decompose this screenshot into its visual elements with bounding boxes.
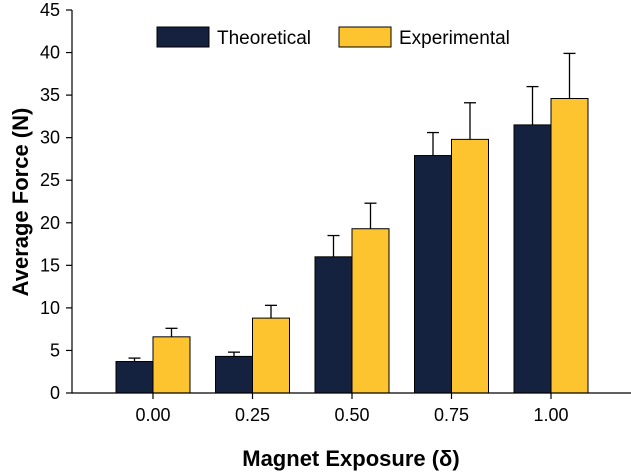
y-tick-label-35: 35 <box>40 85 60 105</box>
bar-experimental-0.00 <box>152 336 191 394</box>
y-tick-label-20: 20 <box>40 213 60 233</box>
legend-swatch-theoretical <box>156 26 210 48</box>
bar-experimental-0.75 <box>451 138 489 394</box>
bar-experimental-0.25 <box>252 317 290 394</box>
y-tick-label-10: 10 <box>40 298 60 318</box>
bar-theoretical-0.00 <box>115 361 154 394</box>
x-axis-title: Magnet Exposure (δ) <box>242 446 459 471</box>
x-tick-label-0.75: 0.75 <box>434 405 469 425</box>
bar-experimental-0.50 <box>351 228 390 394</box>
x-tick-label-1.00: 1.00 <box>533 405 568 425</box>
y-axis-title: Average Force (N) <box>8 108 33 297</box>
y-tick-label-30: 30 <box>40 128 60 148</box>
y-tick-label-25: 25 <box>40 170 60 190</box>
bar-theoretical-0.25 <box>215 355 253 394</box>
y-tick-label-40: 40 <box>40 43 60 63</box>
y-tick-label-15: 15 <box>40 255 60 275</box>
bar-theoretical-0.50 <box>314 256 353 394</box>
error-bars-layer <box>128 52 576 362</box>
y-tick-label-5: 5 <box>50 340 60 360</box>
y-tick-label-45: 45 <box>40 0 60 20</box>
bar-theoretical-1.00 <box>513 124 552 394</box>
bars-layer <box>115 98 589 394</box>
x-tick-label-0.00: 0.00 <box>135 405 170 425</box>
axes-layer: 0 5 10 15 20 25 30 35 40 45 0.00 0.25 0.50 0.75 1.00 <box>40 0 631 425</box>
bar-experimental-1.00 <box>550 98 589 394</box>
y-tick-label-0: 0 <box>50 383 60 403</box>
legend-label-theoretical: Theoretical <box>217 28 311 49</box>
bar-theoretical-0.75 <box>414 155 452 394</box>
x-tick-label-0.50: 0.50 <box>334 405 369 425</box>
legend: Theoretical Experimental <box>156 26 510 49</box>
legend-swatch-experimental <box>338 26 392 48</box>
x-tick-label-0.25: 0.25 <box>235 405 270 425</box>
legend-label-experimental: Experimental <box>399 28 510 49</box>
